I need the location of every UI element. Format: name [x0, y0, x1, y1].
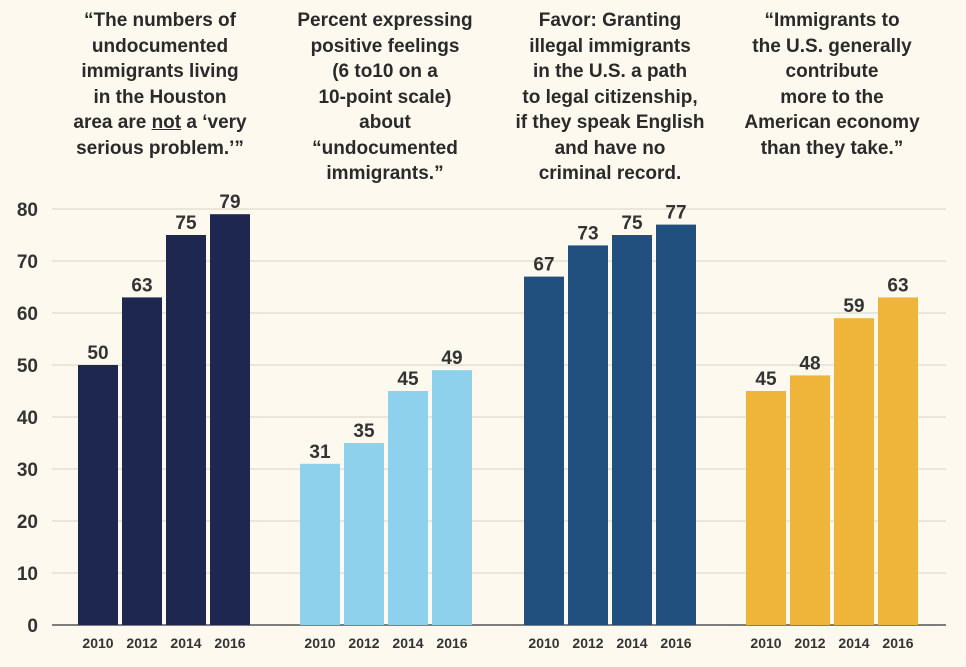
x-tick-label: 2014	[392, 635, 423, 651]
panel-4-title: “Immigrants to the U.S. generally contri…	[744, 10, 920, 159]
data-label: 63	[131, 275, 152, 296]
panel-2-title: Percent expressing positive feelings (6 …	[297, 10, 473, 184]
bar	[656, 224, 696, 625]
bar	[78, 365, 118, 625]
x-tick-label: 2012	[348, 635, 379, 651]
bar	[432, 370, 472, 625]
x-tick-label: 2014	[838, 635, 869, 651]
data-label: 31	[309, 442, 331, 463]
bar	[300, 463, 340, 625]
panel-3-title: Favor: Granting illegal immigrants in th…	[515, 10, 705, 184]
data-label: 79	[219, 192, 240, 213]
data-label: 49	[441, 348, 462, 369]
x-tick-label: 2016	[436, 635, 467, 651]
bar	[790, 375, 830, 625]
bar	[122, 297, 162, 625]
bar	[524, 276, 564, 625]
data-label: 77	[665, 203, 686, 224]
data-label: 59	[843, 296, 864, 317]
data-label: 75	[621, 213, 643, 234]
data-label: 35	[353, 421, 375, 442]
bar	[344, 443, 384, 625]
x-tick-label: 2010	[82, 635, 113, 651]
x-tick-label: 2012	[794, 635, 825, 651]
x-tick-label: 2016	[214, 635, 245, 651]
y-tick-label: 30	[17, 460, 38, 481]
y-tick-label: 50	[17, 356, 38, 377]
x-tick-label: 2016	[660, 635, 691, 651]
data-label: 48	[799, 353, 820, 374]
y-tick-label: 80	[17, 200, 38, 221]
x-tick-label: 2010	[304, 635, 335, 651]
y-tick-label: 60	[17, 304, 38, 325]
x-tick-label: 2010	[750, 635, 781, 651]
y-tick-label: 20	[17, 512, 38, 533]
x-tick-label: 2016	[882, 635, 913, 651]
bar	[612, 235, 652, 625]
data-label: 45	[397, 369, 419, 390]
data-label: 73	[577, 223, 598, 244]
data-label: 67	[533, 255, 554, 276]
y-tick-label: 70	[17, 252, 38, 273]
x-tick-label: 2010	[528, 635, 559, 651]
bar	[166, 235, 206, 625]
data-label: 75	[175, 213, 197, 234]
y-tick-label: 10	[17, 564, 38, 585]
data-label: 63	[887, 275, 908, 296]
data-label: 50	[87, 343, 108, 364]
bar	[834, 318, 874, 625]
bar	[388, 391, 428, 625]
bar	[878, 297, 918, 625]
y-tick-label: 40	[17, 408, 38, 429]
panel-1-title: “The numbers of undocumented immigrants …	[73, 10, 247, 159]
bar	[746, 391, 786, 625]
x-tick-label: 2014	[170, 635, 201, 651]
x-tick-label: 2012	[572, 635, 603, 651]
bar	[568, 245, 608, 625]
y-tick-label: 0	[27, 616, 38, 637]
x-tick-label: 2012	[126, 635, 157, 651]
data-label: 45	[755, 369, 777, 390]
x-tick-label: 2014	[616, 635, 647, 651]
bar	[210, 214, 250, 625]
